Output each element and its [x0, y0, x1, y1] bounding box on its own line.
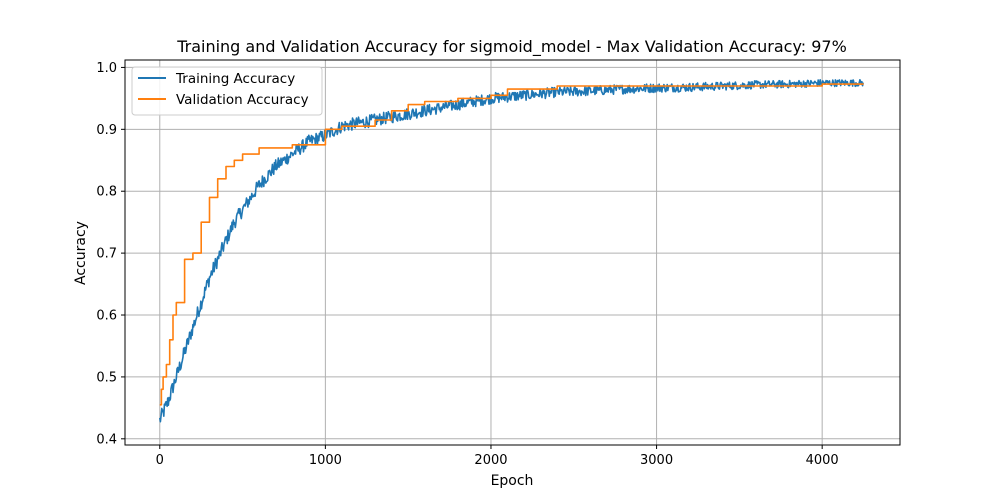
plot-frame [124, 59, 901, 446]
axis-ticks: 0 1000 2000 3000 4000 0.4 0.5 0.6 0.7 0.8 0.9 1.0 [96, 61, 838, 468]
x-tick-label: 0 [156, 453, 164, 468]
y-tick-label: 0.6 [96, 309, 117, 324]
legend: Training Accuracy Validation Accuracy [131, 66, 323, 116]
y-tick-label: 0.4 [96, 432, 117, 447]
x-axis-label: Epoch [491, 473, 534, 489]
chart-title: Training and Validation Accuracy for sig… [176, 37, 847, 57]
grid-lines [125, 60, 900, 445]
legend-label-training: Training Accuracy [175, 71, 295, 87]
x-tick-label: 4000 [806, 453, 839, 468]
x-tick-label: 1000 [309, 453, 342, 468]
training-accuracy-line [159, 79, 864, 423]
y-tick-label: 1.0 [96, 61, 117, 76]
legend-box [131, 66, 323, 116]
x-tick-label: 3000 [640, 453, 673, 468]
y-axis-label: Accuracy [73, 221, 89, 285]
y-tick-label: 0.7 [96, 247, 117, 262]
y-tick-label: 0.9 [96, 123, 117, 138]
x-tick-label: 2000 [474, 453, 507, 468]
validation-accuracy-line [159, 83, 864, 406]
y-tick-label: 0.5 [96, 370, 117, 385]
legend-label-validation: Validation Accuracy [176, 92, 309, 108]
y-tick-label: 0.8 [96, 185, 117, 200]
plot-area [159, 79, 864, 423]
